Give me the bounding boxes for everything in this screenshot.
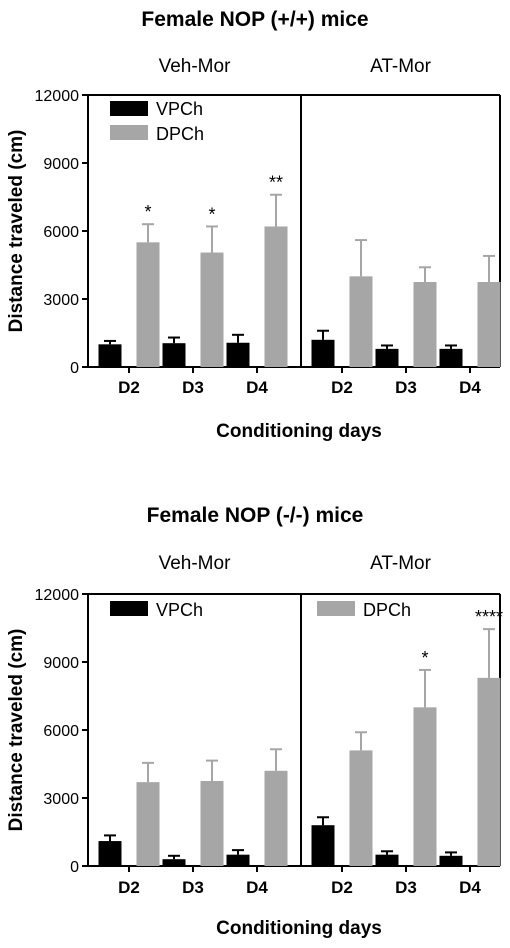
bar-vpch bbox=[375, 854, 399, 866]
chart-title: Female NOP (-/-) mice bbox=[147, 504, 364, 527]
y-tick-label: 6000 bbox=[43, 723, 79, 740]
bar-dpch bbox=[136, 782, 160, 866]
x-category-label: D2 bbox=[331, 378, 353, 397]
legend-label-vpch: VPCh bbox=[156, 99, 203, 119]
significance-marker: ** bbox=[269, 173, 283, 193]
legend-label-vpch: VPCh bbox=[156, 600, 203, 620]
bar-dpch bbox=[413, 282, 437, 367]
x-category-label: D2 bbox=[331, 878, 353, 897]
bar-vpch bbox=[311, 339, 335, 367]
significance-marker: **** bbox=[475, 607, 503, 627]
y-axis-title: Distance traveled (cm) bbox=[6, 130, 27, 333]
x-category-label: D4 bbox=[246, 378, 268, 397]
x-category-label: D4 bbox=[459, 878, 481, 897]
bar-vpch bbox=[98, 344, 122, 367]
legend-swatch-dpch bbox=[317, 601, 355, 616]
y-tick-label: 9000 bbox=[43, 156, 79, 173]
x-category-label: D2 bbox=[118, 378, 140, 397]
x-category-label: D3 bbox=[395, 378, 417, 397]
bar-dpch bbox=[136, 242, 160, 367]
x-category-label: D3 bbox=[182, 378, 204, 397]
y-tick-label: 3000 bbox=[43, 292, 79, 309]
legend-swatch-dpch bbox=[110, 125, 148, 140]
y-tick-label: 12000 bbox=[35, 587, 80, 604]
bar-dpch bbox=[264, 226, 288, 367]
x-category-label: D4 bbox=[246, 878, 268, 897]
y-tick-label: 6000 bbox=[43, 224, 79, 241]
y-tick-label: 9000 bbox=[43, 655, 79, 672]
bar-dpch bbox=[200, 781, 224, 866]
bar-vpch bbox=[375, 348, 399, 367]
panel-title: AT-Mor bbox=[370, 56, 432, 77]
significance-marker: * bbox=[421, 648, 428, 668]
bar-dpch bbox=[200, 252, 224, 367]
bar-dpch bbox=[349, 750, 373, 866]
y-tick-label: 0 bbox=[70, 360, 79, 377]
bar-vpch bbox=[439, 348, 463, 367]
x-axis-title: Conditioning days bbox=[216, 421, 382, 442]
bar-dpch bbox=[477, 677, 501, 866]
significance-marker: * bbox=[208, 204, 215, 224]
legend-label-dpch: DPCh bbox=[156, 124, 204, 144]
bar-dpch bbox=[413, 707, 437, 866]
x-axis-title: Conditioning days bbox=[216, 918, 382, 939]
significance-marker: * bbox=[144, 202, 151, 222]
bar-dpch bbox=[477, 282, 501, 367]
legend-label-dpch: DPCh bbox=[363, 600, 411, 620]
bar-vpch bbox=[98, 841, 122, 866]
x-category-label: D2 bbox=[118, 878, 140, 897]
y-tick-label: 12000 bbox=[35, 88, 80, 105]
bar-dpch bbox=[264, 770, 288, 866]
bar-vpch bbox=[226, 342, 250, 367]
x-category-label: D3 bbox=[182, 878, 204, 897]
panel-title: Veh-Mor bbox=[159, 56, 231, 77]
y-tick-label: 3000 bbox=[43, 791, 79, 808]
y-axis-title: Distance traveled (cm) bbox=[6, 629, 27, 832]
chart-title: Female NOP (+/+) mice bbox=[141, 8, 368, 31]
bar-vpch bbox=[439, 855, 463, 866]
panel-title: Veh-Mor bbox=[159, 553, 231, 574]
bar-vpch bbox=[162, 343, 186, 367]
x-category-label: D3 bbox=[395, 878, 417, 897]
bar-dpch bbox=[349, 276, 373, 367]
x-category-label: D4 bbox=[459, 378, 481, 397]
panel-title: AT-Mor bbox=[370, 553, 432, 574]
legend-swatch-vpch bbox=[110, 601, 148, 616]
bar-vpch bbox=[226, 854, 250, 866]
bar-vpch bbox=[311, 825, 335, 866]
legend-swatch-vpch bbox=[110, 101, 148, 116]
bar-vpch bbox=[162, 859, 186, 866]
y-tick-label: 0 bbox=[70, 859, 79, 876]
